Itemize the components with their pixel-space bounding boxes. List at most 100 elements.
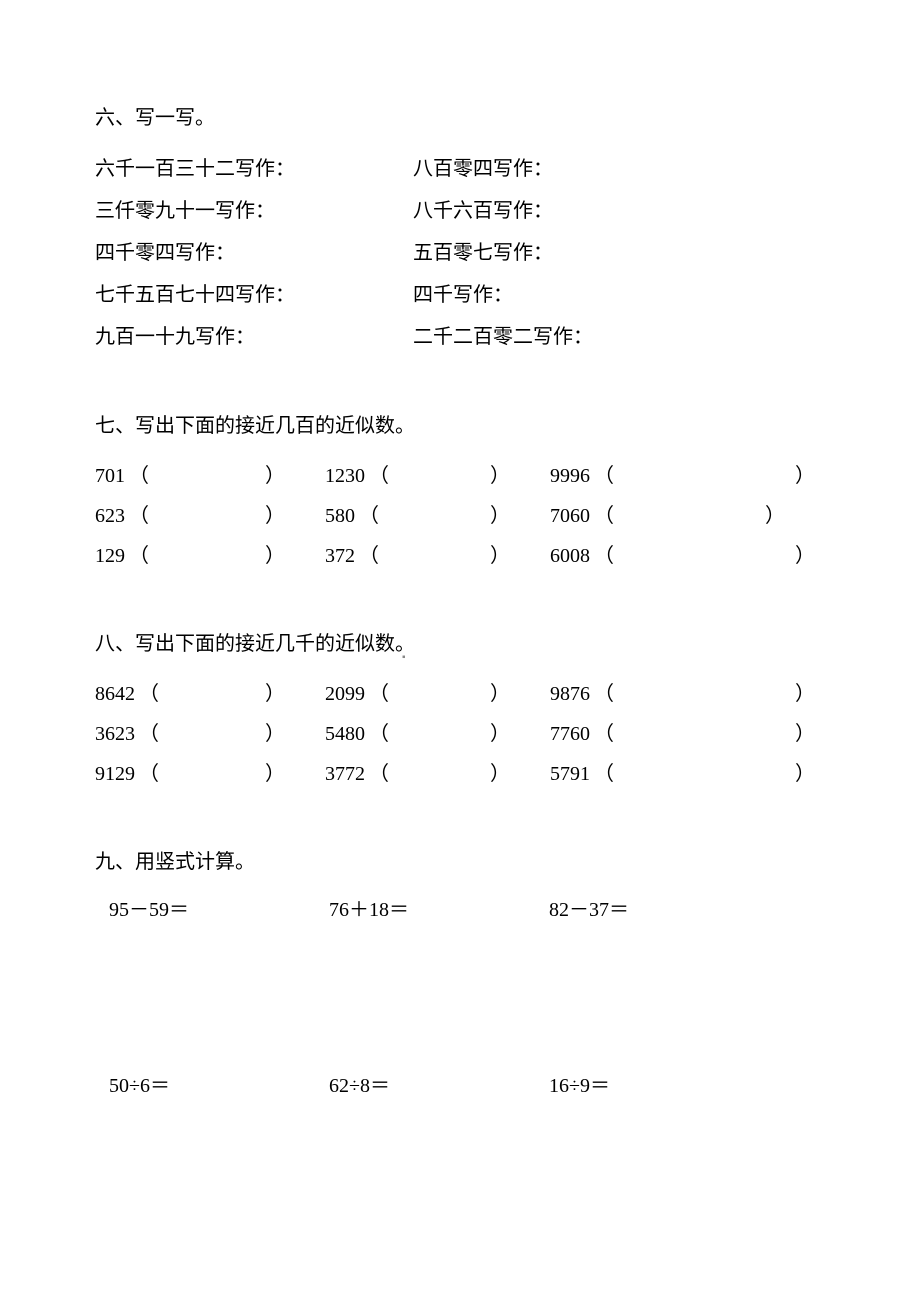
approx-number: 372 (325, 536, 355, 576)
paren-open: （ (594, 674, 614, 714)
paren-close: ） (765, 496, 825, 536)
approx-number: 129 (95, 536, 125, 576)
calc-problem: 50÷6＝ (109, 1068, 329, 1104)
section-7-approx-hundred: 七、写出下面的接近几百的近似数。 701 （ ） 1230 （ ） 9996 （… (95, 408, 825, 576)
write-prompt-right: 八百零四写作： (413, 148, 825, 190)
approx-row: 9129 （ ） 3772 （ ） 5791 （ ） (95, 754, 825, 794)
write-prompt-left: 四千零四写作： (95, 232, 413, 274)
write-row: 七千五百七十四写作： 四千写作： (95, 274, 825, 316)
paren-open: （ (359, 496, 379, 536)
approx-cell: 623 （ ） (95, 496, 325, 536)
paren-open: （ (594, 536, 614, 576)
paren-open: （ (594, 754, 614, 794)
paren-close: ） (490, 536, 550, 576)
write-row: 九百一十九写作： 二千二百零二写作： (95, 316, 825, 358)
approx-number: 1230 (325, 456, 365, 496)
approx-number: 3623 (95, 714, 135, 754)
paren-open: （ (594, 714, 614, 754)
approx-number: 5791 (550, 754, 590, 794)
calc-row: 95－59＝ 76＋18＝ 82－37＝ (95, 892, 825, 928)
approx-number: 5480 (325, 714, 365, 754)
approx-cell: 2099 （ ） (325, 674, 550, 714)
write-prompt-left: 六千一百三十二写作： (95, 148, 413, 190)
paren-open: （ (139, 714, 159, 754)
write-row: 四千零四写作： 五百零七写作： (95, 232, 825, 274)
approx-number: 9129 (95, 754, 135, 794)
paren-close: ） (795, 754, 825, 794)
approx-row: 623 （ ） 580 （ ） 7060 （ ） (95, 496, 825, 536)
write-prompt-right: 八千六百写作： (413, 190, 825, 232)
paren-close: ） (490, 714, 550, 754)
paren-close: ） (490, 456, 550, 496)
approx-row: 129 （ ） 372 （ ） 6008 （ ） (95, 536, 825, 576)
approx-number: 9996 (550, 456, 590, 496)
paren-close: ） (490, 674, 550, 714)
calc-problem: 95－59＝ (109, 892, 329, 928)
paren-close: ） (265, 714, 325, 754)
calc-problem: 62÷8＝ (329, 1068, 549, 1104)
approx-row: 8642 （ ） 2099 （ ） 9876 （ ） (95, 674, 825, 714)
approx-cell: 7060 （ ） (550, 496, 825, 536)
section-9-vertical-calc: 九、用竖式计算。 95－59＝ 76＋18＝ 82－37＝ 50÷6＝ 62÷8… (95, 844, 825, 1104)
approx-cell: 372 （ ） (325, 536, 550, 576)
paren-close: ） (795, 456, 825, 496)
approx-cell: 129 （ ） (95, 536, 325, 576)
paren-open: （ (369, 456, 389, 496)
center-dot-icon: ▪ (402, 652, 406, 663)
write-prompt-right: 四千写作： (413, 274, 825, 316)
approx-number: 9876 (550, 674, 590, 714)
paren-close: ） (265, 754, 325, 794)
write-prompt-left: 七千五百七十四写作： (95, 274, 413, 316)
approx-cell: 1230 （ ） (325, 456, 550, 496)
paren-open: （ (129, 536, 149, 576)
approx-cell: 5791 （ ） (550, 754, 825, 794)
approx-cell: 6008 （ ） (550, 536, 825, 576)
approx-cell: 3772 （ ） (325, 754, 550, 794)
paren-open: （ (359, 536, 379, 576)
approx-number: 8642 (95, 674, 135, 714)
section-9-title: 九、用竖式计算。 (95, 844, 825, 880)
paren-close: ） (795, 674, 825, 714)
approx-row: 3623 （ ） 5480 （ ） 7760 （ ） (95, 714, 825, 754)
paren-close: ） (265, 456, 325, 496)
paren-close: ） (795, 714, 825, 754)
approx-cell: 7760 （ ） (550, 714, 825, 754)
section-8-approx-thousand: 八、写出下面的接近几千的近似数。 8642 （ ） 2099 （ ） 9876 … (95, 626, 825, 794)
write-prompt-left: 九百一十九写作： (95, 316, 413, 358)
paren-open: （ (369, 754, 389, 794)
section-7-title: 七、写出下面的接近几百的近似数。 (95, 408, 825, 444)
section-8-title: 八、写出下面的接近几千的近似数。 (95, 626, 825, 662)
approx-number: 580 (325, 496, 355, 536)
calc-row: 50÷6＝ 62÷8＝ 16÷9＝ (95, 1068, 825, 1104)
section-8-body: 8642 （ ） 2099 （ ） 9876 （ ） 3623 （ ） 54 (95, 674, 825, 794)
section-6-title: 六、写一写。 (95, 100, 825, 136)
calc-workspace (95, 928, 825, 1068)
approx-number: 623 (95, 496, 125, 536)
approx-number: 6008 (550, 536, 590, 576)
paren-open: （ (139, 754, 159, 794)
approx-cell: 5480 （ ） (325, 714, 550, 754)
approx-number: 7060 (550, 496, 590, 536)
paren-close: ） (265, 674, 325, 714)
paren-open: （ (594, 496, 614, 536)
approx-cell: 9129 （ ） (95, 754, 325, 794)
paren-close: ） (265, 536, 325, 576)
write-row: 六千一百三十二写作： 八百零四写作： (95, 148, 825, 190)
approx-cell: 580 （ ） (325, 496, 550, 536)
write-row: 三仟零九十一写作： 八千六百写作： (95, 190, 825, 232)
paren-close: ） (490, 496, 550, 536)
paren-open: （ (129, 496, 149, 536)
write-prompt-left: 三仟零九十一写作： (95, 190, 413, 232)
approx-cell: 3623 （ ） (95, 714, 325, 754)
write-prompt-right: 五百零七写作： (413, 232, 825, 274)
paren-close: ） (490, 754, 550, 794)
calc-problem: 76＋18＝ (329, 892, 549, 928)
section-7-body: 701 （ ） 1230 （ ） 9996 （ ） 623 （ ） 580 (95, 456, 825, 576)
approx-number: 7760 (550, 714, 590, 754)
approx-number: 2099 (325, 674, 365, 714)
calc-problem: 16÷9＝ (549, 1068, 769, 1104)
paren-open: （ (129, 456, 149, 496)
paren-open: （ (139, 674, 159, 714)
approx-cell: 8642 （ ） (95, 674, 325, 714)
paren-open: （ (594, 456, 614, 496)
